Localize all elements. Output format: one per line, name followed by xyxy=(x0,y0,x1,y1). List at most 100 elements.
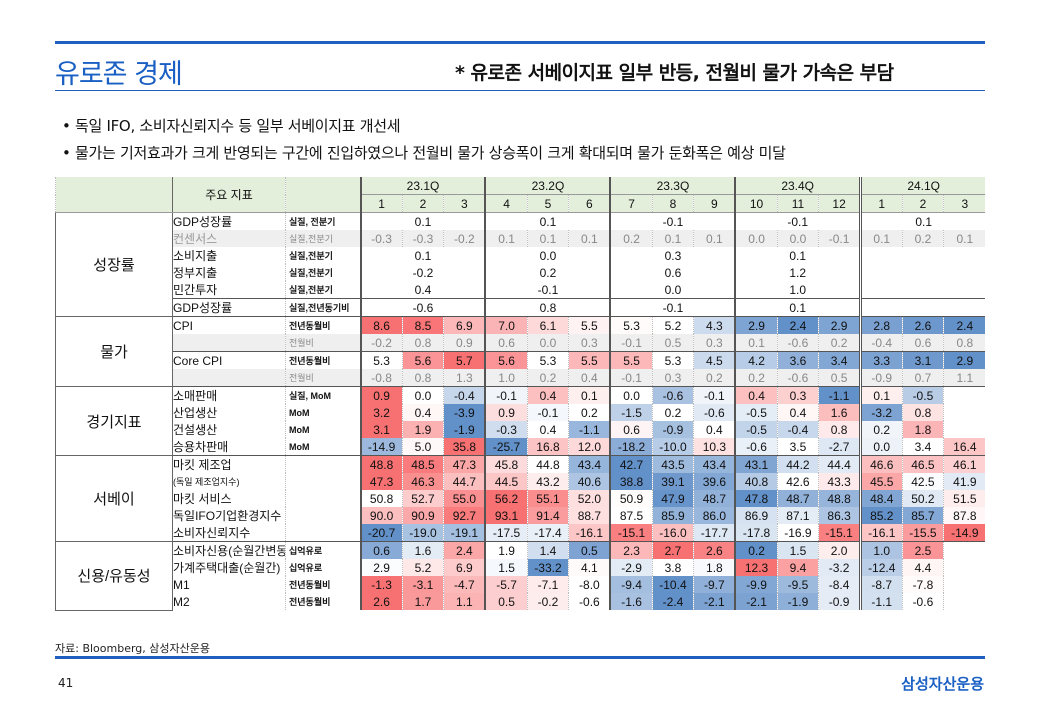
month-value: -0.1 xyxy=(609,369,653,387)
month-value: -9.5 xyxy=(776,576,819,593)
month-value: -0.3 xyxy=(359,230,403,247)
header-blank xyxy=(55,177,173,213)
month-value: 0.2 xyxy=(818,334,861,352)
month-value: 2.9 xyxy=(818,316,861,334)
month-value: 2.9 xyxy=(734,316,778,334)
header-row-quarters: 주요 지표 23.1Q 23.2Q 23.3Q 23.4Q 24.1Q xyxy=(55,177,986,213)
month-value: 0.9 xyxy=(443,334,486,352)
month-value: -0.1 xyxy=(609,334,653,352)
month-value: 0.2 xyxy=(651,404,694,421)
table-row: 승용차판매 MoM -14.9 5.0 35.8 -25.7 16.8 12.0 -18.2 -1… xyxy=(56,438,986,456)
month-value: 5.2 xyxy=(651,316,694,334)
indicator-name xyxy=(172,369,286,387)
indicator-table: 주요 지표 23.1Q 23.2Q 23.3Q 23.4Q 24.1Q 1 2 3 4 5 6 7 8 9 1… xyxy=(55,177,986,611)
month-header: 12 xyxy=(818,194,861,213)
indicator-unit: MoM xyxy=(285,404,361,421)
month-value: 16.8 xyxy=(526,438,569,456)
month-value: -3.2 xyxy=(818,559,861,576)
month-value xyxy=(943,593,986,610)
quarter-value: 1.0 xyxy=(734,281,861,299)
indicator-name: 정부지출 xyxy=(172,264,286,281)
month-value: 3.6 xyxy=(776,351,819,369)
month-value: 2.9 xyxy=(359,559,403,576)
month-value: 9.4 xyxy=(776,559,819,576)
month-value: 0.1 xyxy=(568,230,611,247)
table-row: 건설생산 MoM 3.1 1.9 -1.9 -0.3 0.4 -1.1 0.6 -0.9 0.4 -0… xyxy=(56,421,986,438)
month-value: 0.8 xyxy=(401,369,444,387)
month-value: 88.7 xyxy=(568,507,611,524)
indicator-unit: MoM xyxy=(285,421,361,438)
month-value: -0.2 xyxy=(443,230,486,247)
indicator-unit xyxy=(285,490,361,507)
month-value: 0.1 xyxy=(858,230,903,247)
month-value: 45.5 xyxy=(858,473,903,490)
indicator-unit: 전월비 xyxy=(285,369,361,387)
month-value: -9.9 xyxy=(734,576,778,593)
month-value: 87.5 xyxy=(609,507,653,524)
group-label: 물가 xyxy=(55,316,173,387)
quarter-value: 0.0 xyxy=(484,247,611,264)
month-value: 0.6 xyxy=(484,334,528,352)
month-value: -0.6 xyxy=(776,334,819,352)
month-value xyxy=(943,421,986,438)
month-value: 16.4 xyxy=(943,438,986,456)
month-value: 2.7 xyxy=(651,541,694,559)
month-value: -0.4 xyxy=(858,334,903,352)
month-value: -0.9 xyxy=(818,593,861,610)
indicator-name: 마킷 서비스 xyxy=(172,490,286,507)
month-value: -10.0 xyxy=(651,438,694,456)
month-value: 90.0 xyxy=(359,507,403,524)
page-number: 41 xyxy=(58,676,74,690)
brand-logo: 삼성자산운용 xyxy=(901,675,984,693)
indicator-name xyxy=(172,334,286,352)
month-value: -1.1 xyxy=(818,386,861,404)
month-value: 1.1 xyxy=(443,593,486,610)
quarter-value: 0.0 xyxy=(609,281,736,299)
month-value: -15.1 xyxy=(609,524,653,542)
table-row: 경기지표 소매판매 실질, MoM 0.9 0.0 -0.4 -0.1 0.4 0.1 0.0 -0… xyxy=(55,386,986,456)
indicator-unit: 실질, MoM xyxy=(285,386,361,404)
month-value: 0.4 xyxy=(526,386,569,404)
month-value: 8.5 xyxy=(401,316,444,334)
month-value: 0.6 xyxy=(901,334,944,352)
month-value: 46.3 xyxy=(401,473,444,490)
month-value: 0.2 xyxy=(526,369,569,387)
page-subtitle: * 유로존 서베이지표 일부 반등, 전월비 물가 가속은 부담 xyxy=(455,62,894,84)
month-value: 0.2 xyxy=(609,230,653,247)
month-value: -0.2 xyxy=(526,593,569,610)
month-value: 3.3 xyxy=(858,351,903,369)
quarter-value: -0.1 xyxy=(734,212,861,230)
month-value: 0.0 xyxy=(734,230,778,247)
month-value: 1.9 xyxy=(401,421,444,438)
month-value: 0.5 xyxy=(818,369,861,387)
month-value: 2.8 xyxy=(858,316,903,334)
table-row: 독일IFO기업환경지수 90.0 90.9 92.7 93.1 91.4 88.7 87.5 8… xyxy=(56,507,986,524)
month-value: 2.6 xyxy=(359,593,403,610)
indicator-name: GDP성장률 xyxy=(172,298,286,317)
month-value: 44.7 xyxy=(443,473,486,490)
table-row: 마킷 서비스 50.8 52.7 55.0 56.2 55.1 52.0 50.9 47.9 48… xyxy=(56,490,986,507)
month-value: 0.9 xyxy=(359,386,403,404)
month-value: 44.8 xyxy=(526,455,569,473)
month-value: -12.4 xyxy=(858,559,903,576)
month-value: 1.7 xyxy=(401,593,444,610)
month-value: 5.5 xyxy=(609,351,653,369)
month-value: 0.2 xyxy=(858,421,903,438)
quarter-value: 0.4 xyxy=(359,281,486,299)
month-value: -1.5 xyxy=(609,404,653,421)
table-row: GDP성장률 실질,전년동기비 -0.6 0.8 -0.1 0.1 xyxy=(56,298,986,317)
month-value: 48.7 xyxy=(776,490,819,507)
month-value: 87.1 xyxy=(776,507,819,524)
month-value: 5.6 xyxy=(484,351,528,369)
quarter-value: -0.1 xyxy=(484,281,611,299)
indicator-unit: 실질,전년동기비 xyxy=(285,298,361,317)
month-header: 1 xyxy=(858,194,903,213)
month-value: 5.3 xyxy=(609,316,653,334)
month-header: 9 xyxy=(693,194,736,213)
indicator-unit: 전년동월비 xyxy=(285,351,361,369)
month-value: 0.1 xyxy=(568,386,611,404)
month-header: 11 xyxy=(776,194,819,213)
month-value: -1.1 xyxy=(568,421,611,438)
month-value: 12.0 xyxy=(568,438,611,456)
month-value: 1.5 xyxy=(776,541,819,559)
